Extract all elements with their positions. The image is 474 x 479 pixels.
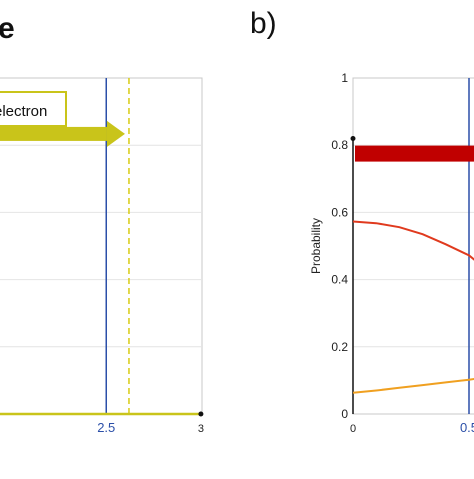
right-y-tick-label: 0.2 (331, 340, 348, 354)
left-arrow-shaft (0, 126, 107, 141)
right-y-tick-label: 0.6 (331, 205, 348, 219)
right-bar (355, 145, 474, 162)
left-arrow (0, 120, 125, 147)
legend-box (0, 91, 67, 127)
left-gridlines (0, 144, 202, 348)
right-series-red (352, 220, 474, 261)
right-series (352, 220, 474, 394)
right-ylabel: Probability (309, 218, 323, 274)
left-panel: 2.53 electron e (0, 12, 204, 435)
left-x-tick-label: 2.5 (97, 420, 115, 435)
right-start-marker (350, 135, 356, 141)
left-ticks: 2.5 3 (97, 420, 204, 435)
right-y-tick-label: 0.4 (331, 273, 348, 287)
right-y-tick-label: 0 (341, 407, 348, 421)
right-x-tick-label: 0.5 (460, 420, 474, 435)
right-y-tick-label: 0.8 (331, 138, 348, 152)
right-gridlines (353, 144, 474, 348)
right-ticks: 0 0.2 0.4 0.6 0.8 1 0 0.5 (331, 71, 474, 435)
right-plot-frame (352, 77, 474, 415)
right-horizontal-bar (355, 145, 474, 162)
panel-label-b: b) (250, 7, 277, 40)
right-series-orange (352, 377, 474, 394)
legend-label: electron (0, 103, 47, 120)
left-x-tick-label: 3 (198, 423, 204, 435)
left-title: e (0, 12, 15, 45)
right-panel: b) 0 0.2 0.4 0.6 0.8 1 0 0.5 Probability (250, 7, 474, 435)
right-y-tick-label: 1 (341, 71, 348, 85)
right-vertical-lines (350, 78, 470, 414)
left-series-line (0, 412, 201, 416)
left-series (0, 411, 204, 417)
left-arrow-head (106, 120, 125, 147)
left-endpoint-marker (198, 411, 204, 417)
right-x-tick-label: 0 (350, 423, 356, 435)
